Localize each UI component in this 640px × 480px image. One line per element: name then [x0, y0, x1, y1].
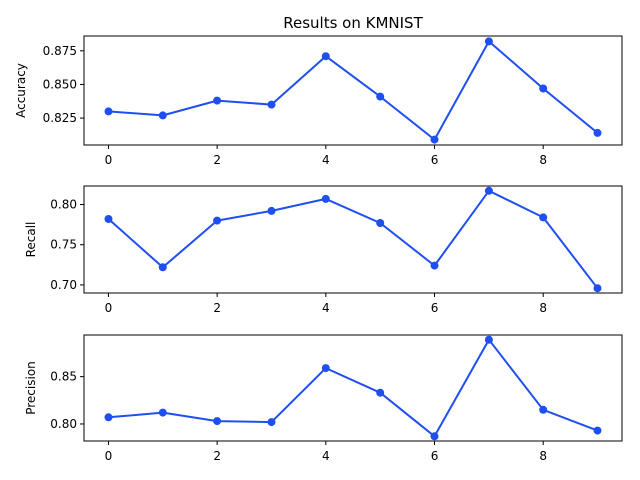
series-line [107, 189, 599, 289]
data-point [158, 111, 167, 120]
x-tick-label: 2 [213, 449, 221, 463]
y-tick-label: 0.85 [50, 370, 77, 384]
data-point [267, 100, 276, 109]
x-tick-label: 0 [105, 449, 113, 463]
data-point [593, 284, 602, 293]
data-point [104, 215, 113, 223]
data-point [539, 213, 548, 222]
y-tick-label: 0.80 [50, 198, 77, 212]
data-point [593, 426, 602, 435]
x-tick-label: 4 [322, 449, 330, 463]
y-tick-label: 0.850 [43, 77, 77, 91]
subplot-recall: 0 2 4 6 8 0.70 0.75 0.80 Recall [24, 185, 623, 315]
axes-frame [83, 185, 623, 294]
series-line [108, 40, 599, 141]
axes-frame [83, 35, 623, 146]
data-point [593, 128, 602, 137]
x-tick-label: 8 [539, 301, 547, 315]
data-point [267, 206, 276, 215]
y-axis-label: Accuracy [14, 63, 28, 118]
series-line [108, 338, 598, 438]
subplot-accuracy: 0 2 4 6 8 0.825 0.850 0.875 Accuracy [14, 35, 623, 167]
data-point [430, 135, 439, 144]
data-point [158, 408, 167, 417]
data-point [104, 107, 113, 116]
x-tick-label: 4 [322, 153, 330, 167]
data-point [484, 186, 493, 195]
y-tick-label: 0.75 [50, 238, 77, 252]
data-point [484, 37, 493, 46]
x-tick-label: 6 [431, 153, 439, 167]
y-tick-label: 0.825 [43, 111, 77, 125]
x-tick-label: 2 [213, 301, 221, 315]
data-point [213, 96, 222, 105]
axes-frame [83, 334, 623, 442]
data-point [321, 194, 330, 203]
subplot-precision: 0 2 4 6 8 0.80 0.85 Precision [24, 334, 623, 463]
x-tick-label: 6 [431, 301, 439, 315]
x-tick-label: 4 [322, 301, 330, 315]
data-point [213, 216, 222, 225]
y-axis-label: Precision [24, 361, 38, 415]
data-point [321, 52, 330, 61]
data-point [321, 364, 330, 373]
y-tick-label: 0.875 [43, 44, 77, 58]
data-point [213, 417, 222, 426]
data-point [376, 92, 385, 101]
x-tick-label: 2 [213, 153, 221, 167]
x-tick-label: 8 [539, 449, 547, 463]
data-point [158, 263, 167, 272]
data-point [430, 261, 439, 270]
data-point [430, 432, 439, 441]
data-point [539, 405, 548, 414]
y-tick-label: 0.70 [50, 278, 77, 292]
x-tick-label: 8 [539, 153, 547, 167]
data-point [267, 418, 276, 427]
chart-title: Results on KMNIST [283, 14, 423, 32]
data-point [376, 219, 385, 227]
y-tick-label: 0.80 [50, 417, 77, 431]
data-point [484, 335, 493, 344]
data-point [104, 413, 113, 422]
data-point [376, 388, 385, 397]
x-tick-label: 0 [105, 301, 113, 315]
data-point [539, 84, 548, 93]
y-axis-label: Recall [24, 222, 38, 258]
x-tick-label: 6 [431, 449, 439, 463]
x-tick-label: 0 [105, 153, 113, 167]
